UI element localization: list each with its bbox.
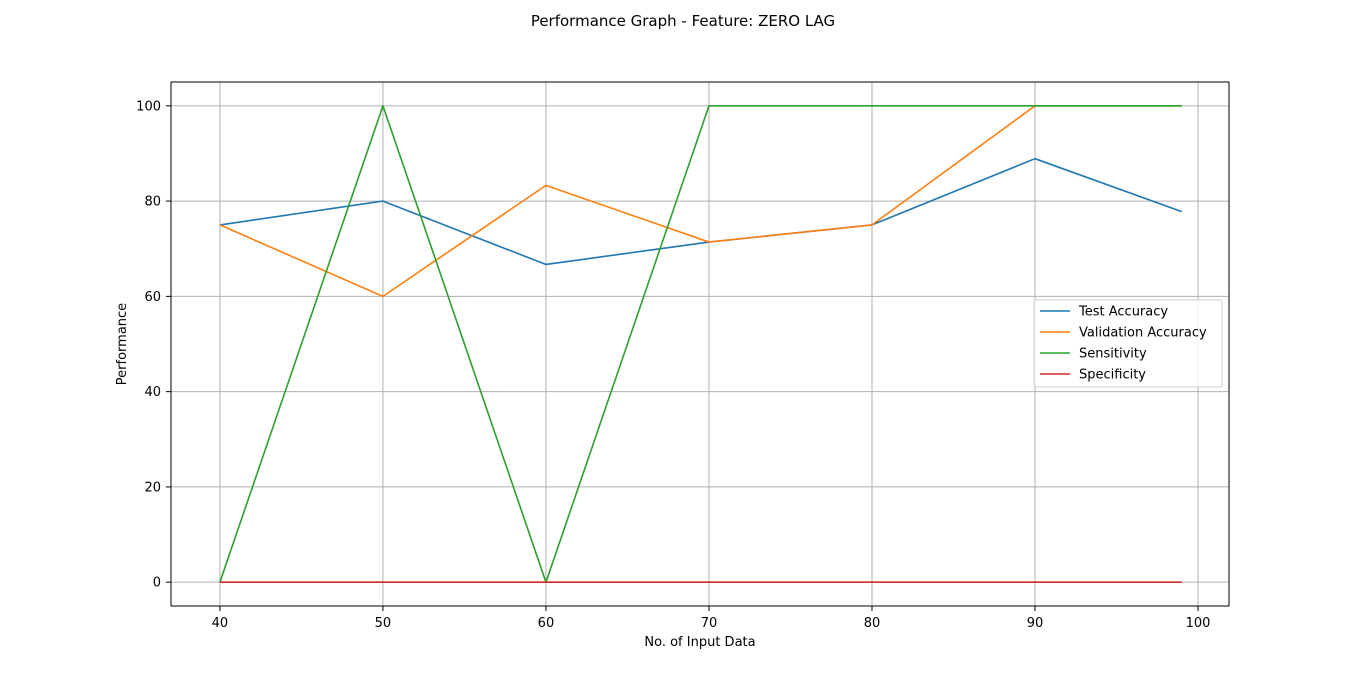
legend-label-test-accuracy: Test Accuracy <box>1078 305 1168 320</box>
x-tick-label: 100 <box>1186 616 1211 631</box>
legend-label-validation-accuracy: Validation Accuracy <box>1079 326 1207 341</box>
y-tick-label: 20 <box>144 480 161 495</box>
axis-ticks: 40 50 60 70 80 90 100 0 20 40 60 80 100 <box>136 99 1210 631</box>
series-line-sensitivity <box>219 105 1182 583</box>
y-axis-label: Performance <box>115 303 130 385</box>
x-tick-label: 90 <box>1027 616 1044 631</box>
legend-label-specificity: Specificity <box>1079 368 1146 383</box>
y-tick-label: 60 <box>144 290 161 305</box>
plot-frame <box>170 81 1230 607</box>
x-tick-label: 60 <box>538 616 555 631</box>
legend-box <box>1033 299 1223 388</box>
y-tick-label: 100 <box>136 99 161 114</box>
series-lines <box>219 105 1182 583</box>
legend-label-sensitivity: Sensitivity <box>1079 347 1147 362</box>
x-tick-label: 70 <box>701 616 718 631</box>
legend: Test Accuracy Validation Accuracy Sensitiv… <box>1033 299 1223 388</box>
y-tick-label: 80 <box>144 195 161 210</box>
x-tick-label: 40 <box>212 616 229 631</box>
y-tick-label: 40 <box>144 385 161 400</box>
x-tick-label: 50 <box>375 616 392 631</box>
x-axis-label: No. of Input Data <box>644 635 755 650</box>
y-tick-label: 0 <box>153 576 161 591</box>
x-tick-label: 80 <box>864 616 881 631</box>
chart-title: Performance Graph - Feature: ZERO LAG <box>531 12 835 30</box>
